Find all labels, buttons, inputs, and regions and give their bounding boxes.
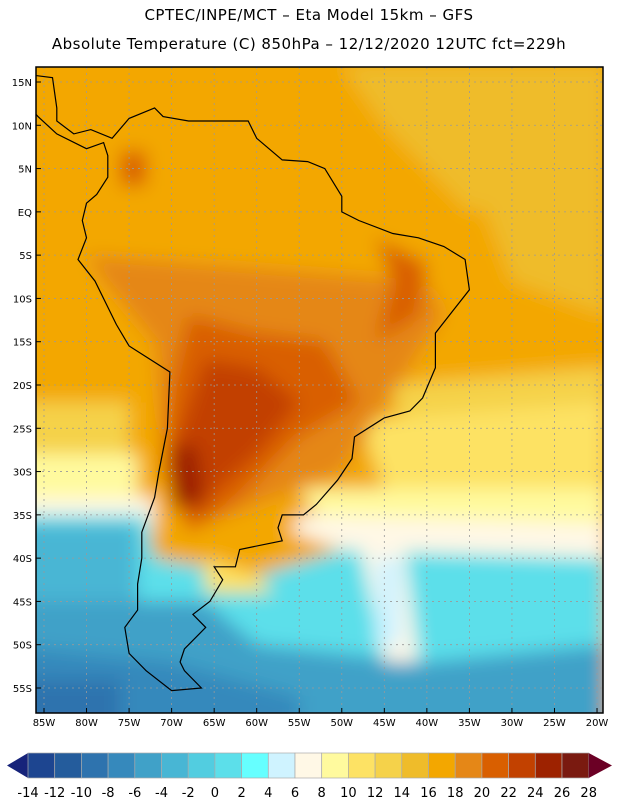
colorbar-label: -6 bbox=[128, 786, 141, 800]
colorbar-label: 20 bbox=[474, 786, 491, 800]
lat-tick-label: 5N bbox=[18, 165, 32, 176]
lat-tick-label: 40S bbox=[13, 554, 32, 565]
lon-tick-label: 75W bbox=[118, 718, 141, 729]
lon-tick-label: 20W bbox=[586, 718, 609, 729]
lon-tick-label: 85W bbox=[33, 718, 56, 729]
colorbar-swatch bbox=[454, 752, 483, 779]
colorbar-label: 18 bbox=[447, 786, 464, 800]
colorbar-swatch bbox=[561, 752, 590, 779]
lon-tick-label: 30W bbox=[501, 718, 524, 729]
colorbar-swatch bbox=[81, 752, 109, 779]
colorbar-label: 10 bbox=[340, 786, 357, 800]
colorbar-under-arrow bbox=[7, 753, 28, 778]
lat-tick-label: 20S bbox=[13, 381, 32, 392]
colorbar-label: 28 bbox=[580, 786, 597, 800]
map-title: CPTEC/INPE/MCT – Eta Model 15km – GFS bbox=[144, 6, 474, 24]
colorbar-swatch bbox=[508, 752, 536, 779]
lat-tick-label: 35S bbox=[13, 511, 32, 522]
colorbar-swatch bbox=[134, 752, 162, 779]
colorbar-label: -12 bbox=[44, 786, 65, 800]
colorbar-swatch bbox=[214, 752, 242, 779]
lon-tick-label: 35W bbox=[458, 718, 481, 729]
colorbar-swatch bbox=[187, 752, 216, 779]
colorbar-swatch bbox=[267, 752, 296, 779]
lon-tick-label: 45W bbox=[373, 718, 396, 729]
colorbar-label: 12 bbox=[367, 786, 384, 800]
colorbar-label: -10 bbox=[71, 786, 92, 800]
colorbar-swatch bbox=[54, 752, 82, 779]
lon-tick-label: 70W bbox=[160, 718, 183, 729]
coastline bbox=[36, 74, 471, 692]
colorbar-swatch bbox=[534, 752, 563, 779]
lat-tick-label: 50S bbox=[13, 641, 32, 652]
lat-tick-label: EQ bbox=[18, 208, 32, 219]
map-frame bbox=[35, 66, 604, 714]
lon-tick-label: 50W bbox=[330, 718, 353, 729]
colorbar-label: -14 bbox=[17, 786, 38, 800]
lon-tick-label: 65W bbox=[203, 718, 226, 729]
lon-tick-label: 80W bbox=[75, 718, 98, 729]
lon-tick-label: 60W bbox=[245, 718, 268, 729]
colorbar-swatch bbox=[27, 752, 56, 779]
colorbar-over-arrow bbox=[588, 753, 612, 778]
colorbar-label: -4 bbox=[155, 786, 168, 800]
colorbar-swatch bbox=[294, 752, 323, 779]
colorbar-label: 26 bbox=[554, 786, 571, 800]
lat-tick-label: 10S bbox=[13, 294, 32, 305]
colorbar-label: 4 bbox=[264, 786, 272, 800]
colorbar-label: 14 bbox=[394, 786, 411, 800]
colorbar-label: 22 bbox=[500, 786, 517, 800]
colorbar-label: 24 bbox=[527, 786, 544, 800]
colorbar-swatch bbox=[161, 752, 189, 779]
lat-tick-label: 30S bbox=[13, 468, 32, 479]
lat-tick-label: 10N bbox=[12, 121, 32, 132]
lon-tick-label: 55W bbox=[288, 718, 311, 729]
colorbar-swatch bbox=[241, 752, 269, 779]
map-subtitle: Absolute Temperature (C) 850hPa – 12/12/… bbox=[51, 35, 567, 53]
lon-tick-label: 40W bbox=[416, 718, 439, 729]
colorbar-swatch bbox=[374, 752, 403, 779]
lat-tick-label: 45S bbox=[13, 597, 32, 608]
colorbar-label: -8 bbox=[102, 786, 115, 800]
colorbar-label: 8 bbox=[318, 786, 326, 800]
colorbar-swatch bbox=[107, 752, 136, 779]
colorbar-swatch bbox=[481, 752, 509, 779]
lat-tick-label: 25S bbox=[13, 424, 32, 435]
colorbar-swatch bbox=[321, 752, 349, 779]
colorbar-label: 0 bbox=[211, 786, 219, 800]
lat-tick-label: 5S bbox=[19, 251, 32, 262]
colorbar-label: 16 bbox=[420, 786, 437, 800]
colorbar-swatch bbox=[401, 752, 429, 779]
colorbar-label: 6 bbox=[291, 786, 299, 800]
lat-tick-label: 15S bbox=[13, 338, 32, 349]
colorbar-swatch bbox=[428, 752, 456, 779]
colorbar-label: -2 bbox=[182, 786, 195, 800]
colorbar-label: 2 bbox=[237, 786, 245, 800]
lat-tick-label: 15N bbox=[12, 78, 32, 89]
lat-tick-label: 55S bbox=[13, 684, 32, 695]
lon-tick-label: 25W bbox=[543, 718, 566, 729]
colorbar-swatch bbox=[348, 752, 376, 779]
colorbar: -14 -12 -10 -8 -6 -4 -2 0 2 4 6 8 10 12 14 16 18 20 22 24 26… bbox=[7, 752, 612, 800]
